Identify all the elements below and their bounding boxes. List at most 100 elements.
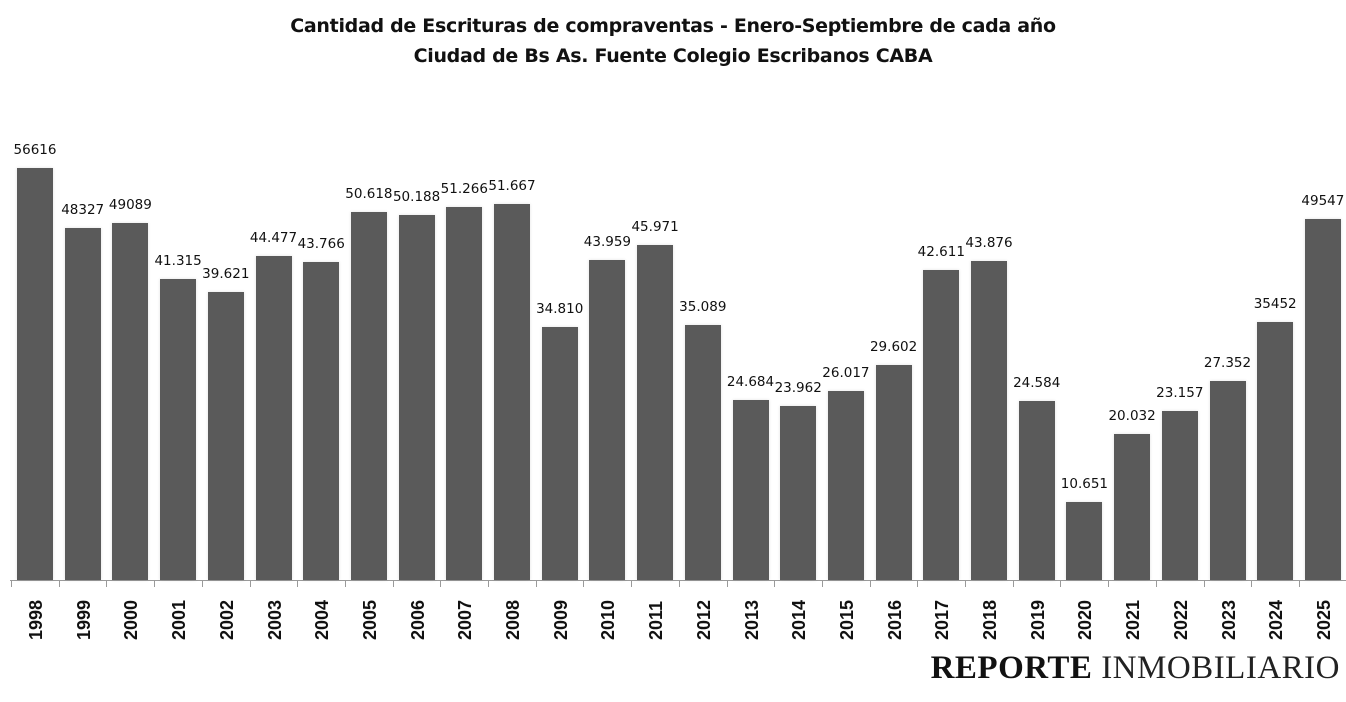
x-tick-label: 2023 — [1204, 590, 1252, 640]
data-label: 49547 — [1301, 193, 1345, 210]
x-tick-label: 2016 — [870, 590, 918, 640]
x-tick — [631, 580, 633, 587]
x-tick-label-text: 2019 — [1027, 599, 1048, 640]
data-label: 24.584 — [1013, 375, 1061, 392]
bar-2016 — [875, 364, 912, 580]
x-tick — [917, 580, 919, 587]
x-tick-label-text: 2012 — [693, 599, 714, 640]
x-tick — [1108, 580, 1110, 587]
bar-2008 — [494, 204, 530, 580]
x-tick-label-text: 2009 — [550, 599, 571, 640]
bar-2010 — [589, 260, 626, 580]
bar-1999 — [64, 228, 101, 580]
data-label: 39.621 — [202, 265, 250, 282]
x-tick-label: 2002 — [202, 590, 250, 640]
data-label: 27.352 — [1203, 354, 1252, 371]
bar-2006 — [398, 214, 435, 580]
chart-subtitle: Ciudad de Bs As. Fuente Colegio Escriban… — [413, 45, 933, 67]
bar-2000 — [112, 222, 149, 580]
x-tick — [392, 580, 394, 587]
data-label: 43.876 — [965, 234, 1013, 251]
x-tick-label: 2000 — [106, 590, 154, 640]
bar-2015 — [827, 390, 864, 580]
x-tick-label-text: 2010 — [598, 599, 619, 640]
x-tick-label-text: 2005 — [359, 599, 380, 640]
bar-2009 — [541, 326, 578, 580]
x-axis — [10, 580, 1346, 581]
data-label: 23.962 — [774, 379, 822, 396]
brand-logo: REPORTE INMOBILIARIO — [931, 650, 1340, 687]
x-tick-label: 2025 — [1299, 590, 1346, 640]
x-tick-label: 2021 — [1108, 590, 1156, 640]
x-tick — [440, 580, 442, 587]
x-tick-label: 1998 — [11, 590, 59, 640]
x-tick — [1155, 580, 1157, 587]
bar-2012 — [684, 324, 721, 580]
bar-1998 — [17, 168, 53, 580]
bar-2004 — [303, 261, 340, 580]
data-label: 35452 — [1253, 296, 1297, 312]
data-label: 41.315 — [154, 253, 202, 270]
x-tick-label-text: 2001 — [169, 599, 190, 640]
x-tick-label: 2019 — [1013, 590, 1061, 640]
bar-2023 — [1209, 380, 1246, 580]
bar-2001 — [160, 279, 197, 580]
x-tick-label: 2018 — [965, 590, 1013, 640]
x-tick — [821, 580, 823, 587]
x-tick — [201, 580, 203, 587]
brand-light: INMOBILIARIO — [1101, 650, 1340, 686]
x-tick — [249, 580, 251, 587]
x-tick-label-text: 2021 — [1123, 599, 1144, 640]
x-tick — [869, 580, 871, 587]
x-tick — [1203, 580, 1205, 587]
x-tick-label-text: 2018 — [980, 599, 1000, 640]
x-tick-label: 2003 — [250, 590, 298, 640]
x-tick-label-text: 2008 — [503, 599, 523, 640]
x-tick — [774, 580, 776, 587]
x-tick-label-text: 2014 — [789, 599, 810, 640]
x-tick — [1060, 580, 1062, 587]
bar-2022 — [1161, 411, 1198, 580]
bar-2005 — [350, 211, 387, 580]
x-tick-label-text: 2016 — [884, 599, 905, 640]
x-tick-label: 2011 — [631, 590, 679, 640]
x-tick-label: 1999 — [59, 590, 107, 640]
data-label: 49089 — [108, 196, 152, 213]
x-tick-label: 2008 — [488, 590, 536, 640]
x-tick — [11, 580, 12, 587]
chart-title: Cantidad de Escrituras de compraventas -… — [290, 15, 1056, 37]
x-tick — [106, 580, 108, 587]
x-tick-label: 2020 — [1060, 590, 1108, 640]
x-tick — [1298, 580, 1300, 587]
x-tick-label-text: 2011 — [646, 600, 667, 640]
x-tick-label-text: 2006 — [407, 599, 428, 640]
x-tick — [1251, 580, 1253, 587]
bar-2011 — [637, 245, 674, 580]
data-label: 20.032 — [1108, 408, 1156, 425]
x-tick-label: 2015 — [822, 590, 870, 640]
data-label: 43.766 — [297, 235, 345, 252]
bar-2003 — [255, 256, 292, 580]
data-label: 56616 — [13, 142, 57, 158]
data-label: 48327 — [61, 202, 105, 219]
bar-2021 — [1114, 434, 1151, 580]
bar-2002 — [207, 291, 244, 580]
x-tick-label: 2004 — [297, 590, 345, 640]
data-label: 45.971 — [631, 219, 679, 236]
x-tick-label: 2007 — [440, 590, 488, 640]
x-tick-label-text: 1998 — [26, 599, 46, 640]
x-tick-label: 2017 — [917, 590, 965, 640]
data-label: 51.266 — [440, 180, 488, 197]
x-tick-label-text: 2013 — [741, 599, 762, 640]
x-tick — [58, 580, 60, 587]
x-tick-label-text: 2025 — [1313, 599, 1334, 640]
x-tick — [583, 580, 585, 587]
x-tick-label: 2005 — [345, 590, 393, 640]
data-label: 50.188 — [392, 188, 441, 205]
x-tick-label: 2010 — [583, 590, 631, 640]
bar-2018 — [971, 260, 1007, 580]
x-tick — [1012, 580, 1014, 587]
bar-2025 — [1304, 219, 1341, 580]
data-label: 26.017 — [822, 364, 870, 381]
